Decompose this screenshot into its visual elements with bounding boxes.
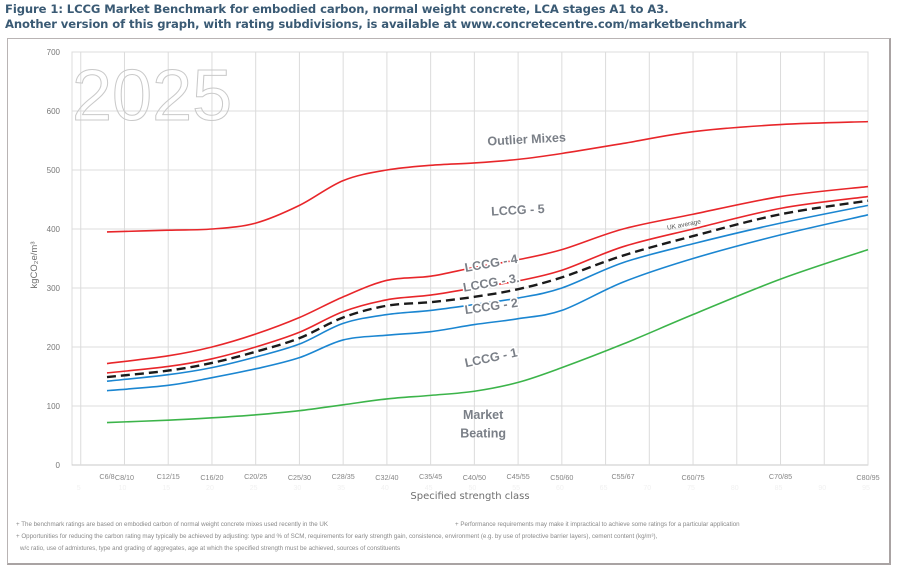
x-faint-tick-label: 35 xyxy=(337,485,345,492)
footnote-1: + The benchmark ratings are based on emb… xyxy=(16,521,329,528)
y-tick-label: 0 xyxy=(56,461,61,470)
series-line-lccg-4-upper-boundary xyxy=(106,185,869,365)
x-tick-label: C50/60 xyxy=(550,473,573,482)
x-faint-tick-label: 80 xyxy=(731,485,739,492)
chart-frame xyxy=(7,38,891,565)
y-tick-label: 600 xyxy=(47,107,61,116)
x-faint-tick-label: 50 xyxy=(468,485,476,492)
x-axis-ticks: C6/8 C8/10 C12/15 C16/20 C20/25 C25/30 C28/35 C… xyxy=(99,472,879,482)
figure-title: Figure 1: LCCG Market Benchmark for embo… xyxy=(5,2,895,32)
series-lines xyxy=(106,120,869,424)
series-line-lccg-1-upper-boundary xyxy=(106,214,869,392)
band-label-uk-average: UK average xyxy=(667,218,702,231)
x-tick-label: C70/85 xyxy=(769,472,792,481)
x-faint-tick-label: 40 xyxy=(381,485,389,492)
y-axis-label: kgCO₂e/m³ xyxy=(29,242,40,289)
x-axis-faint-ticks: 5 10 15 20 25 30 35 40 45 50 55 60 65 70 75 80 85 90 95 xyxy=(77,485,870,492)
x-faint-tick-label: 95 xyxy=(862,485,870,492)
x-faint-tick-label: 65 xyxy=(600,485,608,492)
x-tick-label: C40/50 xyxy=(463,473,486,482)
footnote-3b: w/c ratio, use of admixtures, type and g… xyxy=(20,545,401,552)
band-label-market: Market xyxy=(463,408,504,422)
series-line-lccg-2-upper-boundary xyxy=(106,204,869,383)
band-label-lccg-5: LCCG - 5 xyxy=(491,202,545,219)
series-line-outlier-mixes-boundary-lccg-5-upper xyxy=(106,120,869,233)
x-faint-tick-label: 60 xyxy=(556,485,564,492)
x-tick-label: C80/95 xyxy=(856,473,879,482)
x-tick-label: C6/8 xyxy=(99,472,114,481)
x-tick-label: C12/15 xyxy=(157,472,180,481)
x-faint-tick-label: 30 xyxy=(294,485,302,492)
x-tick-label: C55/67 xyxy=(611,472,634,481)
x-tick-label: C25/30 xyxy=(288,473,311,482)
y-tick-label: 100 xyxy=(47,402,61,411)
x-faint-tick-label: 75 xyxy=(687,485,695,492)
x-faint-tick-label: 25 xyxy=(250,485,258,492)
figure-title-line-1: Figure 1: LCCG Market Benchmark for embo… xyxy=(5,2,669,16)
y-axis-ticks: 0 100 200 300 400 500 600 700 xyxy=(47,48,61,470)
x-faint-tick-label: 70 xyxy=(643,485,651,492)
footnote-3a: + Opportunities for reducing the carbon … xyxy=(16,533,658,540)
x-faint-tick-label: 55 xyxy=(512,485,520,492)
band-label-lccg-2: LCCG - 2 xyxy=(464,296,519,317)
y-tick-label: 700 xyxy=(47,48,61,57)
x-faint-tick-label: 5 xyxy=(77,485,81,492)
x-axis-label: Specified strength class xyxy=(410,491,529,502)
x-tick-label: C35/45 xyxy=(419,472,442,481)
y-tick-label: 400 xyxy=(47,225,61,234)
x-tick-label: C45/55 xyxy=(507,472,530,481)
figure-title-line-2: Another version of this graph, with rati… xyxy=(5,17,747,31)
x-faint-tick-label: 20 xyxy=(206,485,214,492)
series-line-uk-average xyxy=(106,199,869,379)
y-tick-label: 300 xyxy=(47,284,61,293)
band-label-lccg-1: LCCG - 1 xyxy=(463,345,518,370)
x-faint-tick-label: 15 xyxy=(162,485,170,492)
x-tick-label: C20/25 xyxy=(244,472,267,481)
band-label-beating: Beating xyxy=(460,426,506,440)
x-tick-label: C16/20 xyxy=(200,473,223,482)
band-label-outlier-mixes: Outlier Mixes xyxy=(487,130,566,148)
x-faint-tick-label: 45 xyxy=(425,485,433,492)
footnote-2: + Performance requirements may make it i… xyxy=(455,521,740,528)
series-line-lccg-3-upper-boundary xyxy=(106,195,869,374)
band-label-lccg-3: LCCG - 3. xyxy=(462,271,521,295)
y-tick-label: 200 xyxy=(47,343,61,352)
series-line-market-beating-boundary xyxy=(106,248,869,424)
x-faint-tick-label: 90 xyxy=(818,485,826,492)
x-tick-label: C32/40 xyxy=(375,473,398,482)
x-tick-label: C28/35 xyxy=(332,472,355,481)
x-faint-tick-label: 10 xyxy=(119,485,127,492)
x-tick-label: C60/75 xyxy=(681,473,704,482)
y-tick-label: 500 xyxy=(47,166,61,175)
x-faint-tick-label: 85 xyxy=(775,485,783,492)
x-tick-label: C8/10 xyxy=(115,473,134,482)
watermark-year: 2025 xyxy=(72,56,232,136)
